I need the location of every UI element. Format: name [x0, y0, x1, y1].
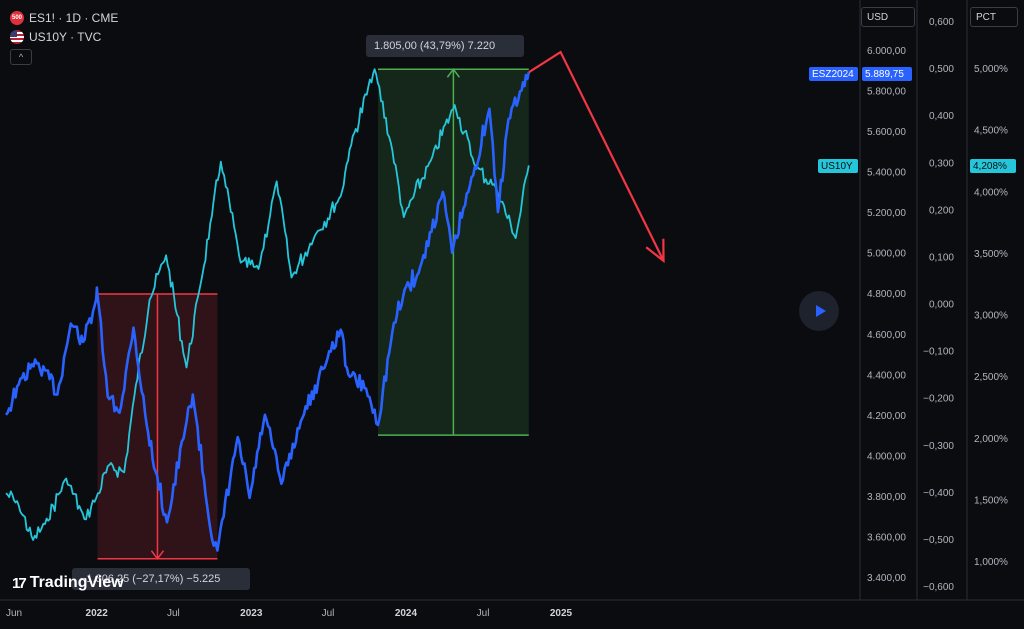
us-flag-icon [10, 29, 24, 44]
tradingview-logo-icon: 17 [12, 574, 27, 592]
tradingview-logo[interactable]: 17 TradingView [12, 574, 124, 592]
legend-us10y[interactable]: US10Y · TVC [10, 27, 118, 46]
usd-tick-label: 3.800,00 [867, 492, 906, 503]
pct-tick-label: 3,000% [974, 311, 1008, 322]
pct-tick-label: 1,000% [974, 557, 1008, 568]
usd-tick-label: 5.600,00 [867, 127, 906, 138]
legend-es[interactable]: 500 ES1! · 1D · CME [10, 8, 118, 27]
mid-tick-label: 0,100 [929, 252, 954, 263]
time-tick-label: Jul [477, 608, 490, 619]
legend-es-label: ES1! · 1D · CME [29, 10, 119, 25]
time-tick-label: 2023 [240, 608, 263, 619]
usd-tick-label: 6.000,00 [867, 46, 906, 57]
play-icon [815, 305, 826, 317]
mid-tick-label: −0,300 [923, 441, 954, 452]
legend-us10y-label: US10Y · TVC [29, 29, 102, 44]
measure-down-label: −1.306,25 (−27,17%) −5.225 [72, 568, 250, 590]
pct-tick-label: 2,000% [974, 434, 1008, 445]
measure_up-arrow-head [446, 68, 460, 78]
esz-price-tag: 5.889,75 [862, 67, 912, 81]
mid-tick-label: −0,200 [923, 394, 954, 405]
usd-tick-label: 3.600,00 [867, 532, 906, 543]
mid-tick-label: −0,400 [923, 488, 954, 499]
usd-tick-label: 4.400,00 [867, 370, 906, 381]
measure_down-arrow-head [150, 550, 165, 561]
measure-up-label: 1.805,00 (43,79%) 7.220 [366, 35, 524, 57]
mid-tick-label: 0,200 [929, 205, 954, 216]
sp500-icon: 500 [10, 10, 24, 25]
pct-tick-label: 5,000% [974, 64, 1008, 75]
mid-tick-label: 0,000 [929, 300, 954, 311]
us10y-name-tag: US10Y [818, 159, 858, 173]
usd-unit-selector[interactable]: USD [861, 7, 915, 27]
usd-tick-label: 5.000,00 [867, 249, 906, 260]
us10y-value-tag: 4,208% [970, 159, 1016, 173]
mid-tick-label: −0,500 [923, 535, 954, 546]
time-tick-label: Jul [322, 608, 335, 619]
mid-tick-label: −0,100 [923, 347, 954, 358]
chart-legend: 500 ES1! · 1D · CME US10Y · TVC ^ [10, 8, 118, 65]
time-tick-label: 2025 [550, 608, 573, 619]
mid-tick-label: 0,400 [929, 111, 954, 122]
us10y-series-line [5, 68, 530, 541]
pct-tick-label: 3,500% [974, 249, 1008, 260]
time-tick-label: 2022 [86, 608, 109, 619]
usd-tick-label: 3.400,00 [867, 573, 906, 584]
collapse-legend-button[interactable]: ^ [10, 49, 32, 65]
mid-tick-label: −0,600 [923, 582, 954, 593]
usd-tick-label: 4.600,00 [867, 330, 906, 341]
forecast-arrow-line [528, 50, 665, 262]
time-tick-label: 2024 [395, 608, 418, 619]
mid-tick-label: 0,500 [929, 64, 954, 75]
pct-tick-label: 4,000% [974, 187, 1008, 198]
pct-tick-label: 1,500% [974, 495, 1008, 506]
time-tick-label: Jul [167, 608, 180, 619]
time-tick-label: Jun [6, 608, 22, 619]
mid-tick-label: 0,600 [929, 17, 954, 28]
esz-name-tag: ESZ2024 [809, 67, 858, 81]
usd-tick-label: 4.200,00 [867, 411, 906, 422]
usd-tick-label: 4.000,00 [867, 451, 906, 462]
forecast-arrow-head [645, 238, 665, 264]
es-series-line [4, 72, 531, 552]
pct-tick-label: 2,500% [974, 372, 1008, 383]
pct-unit-selector[interactable]: PCT [970, 7, 1018, 27]
usd-tick-label: 5.200,00 [867, 208, 906, 219]
usd-tick-label: 5.400,00 [867, 168, 906, 179]
replay-play-button[interactable] [799, 291, 839, 331]
pct-tick-label: 4,500% [974, 126, 1008, 137]
tradingview-logo-text: TradingView [29, 574, 124, 591]
mid-tick-label: 0,300 [929, 158, 954, 169]
usd-tick-label: 5.800,00 [867, 87, 906, 98]
usd-tick-label: 4.800,00 [867, 289, 906, 300]
